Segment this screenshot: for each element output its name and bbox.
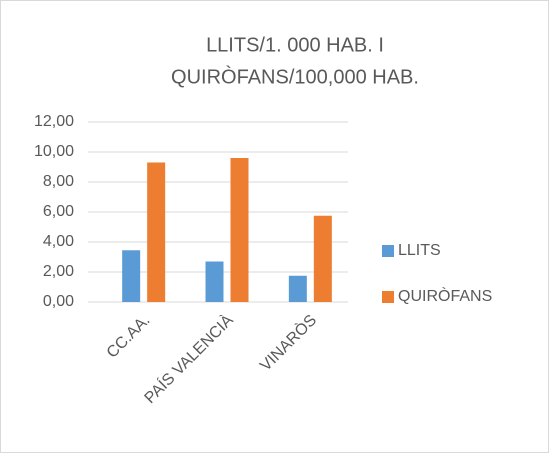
bar [147,162,166,302]
chart-title: QUIRÒFANS/100,000 HAB. [171,65,419,88]
legend-swatch [382,291,394,303]
y-tick-label: 8,00 [43,173,74,190]
legend-label: LLITS [398,242,441,259]
bar [205,261,224,302]
y-tick-label: 2,00 [43,263,74,280]
y-tick-label: 0,00 [43,293,74,310]
bar [313,215,332,302]
bar [288,275,307,302]
y-tick-label: 4,00 [43,233,74,250]
chart-title: LLITS/1. 000 HAB. I [206,34,384,56]
bar [230,158,249,302]
legend-label: QUIRÒFANS [398,286,492,305]
bar [122,250,141,302]
y-tick-label: 6,00 [43,203,74,220]
y-tick-label: 10,00 [34,143,74,160]
y-tick-label: 12,00 [34,113,74,130]
legend-swatch [382,245,394,257]
